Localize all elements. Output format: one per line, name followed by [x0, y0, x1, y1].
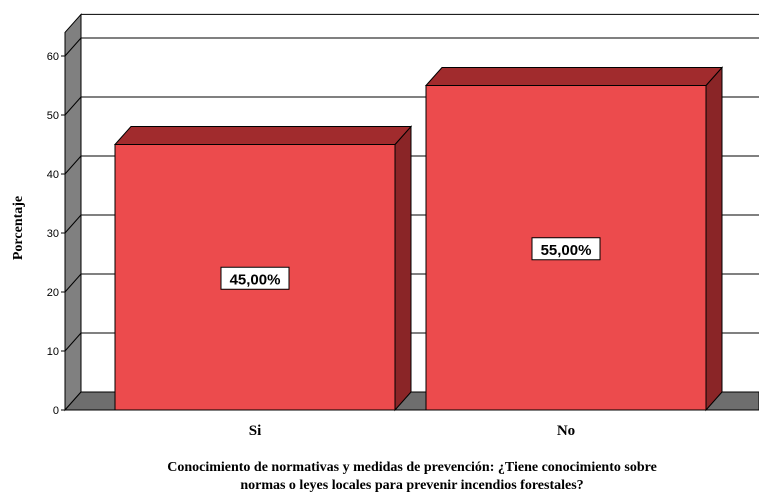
x-axis-title-line-2: normas o leyes locales para prevenir inc… — [240, 478, 583, 493]
bar-top — [426, 68, 722, 86]
bar-side — [706, 68, 722, 411]
x-axis: Si No — [249, 423, 575, 439]
bars: 45,00% 55,00% — [115, 68, 722, 411]
y-tick-label: 20 — [47, 287, 59, 299]
y-tick-label: 30 — [47, 228, 59, 240]
x-tick-label: No — [557, 423, 575, 439]
y-tick-label: 0 — [53, 405, 59, 417]
y-tick-label: 40 — [47, 169, 59, 181]
data-label: 55,00% — [541, 242, 592, 259]
bar-side — [395, 127, 411, 411]
left-wall — [65, 14, 81, 410]
x-axis-title-line-1: Conocimiento de normativas y medidas de … — [167, 460, 657, 475]
y-tick-label: 10 — [47, 346, 59, 358]
y-tick-label: 50 — [47, 110, 59, 122]
y-axis-title: Porcentaje — [11, 196, 26, 260]
x-tick-label: Si — [249, 423, 262, 439]
y-tick-label: 60 — [47, 51, 59, 63]
bar-top — [115, 127, 411, 145]
y-axis: 0 10 20 30 40 50 60 — [47, 32, 65, 417]
data-label: 45,00% — [230, 271, 281, 288]
